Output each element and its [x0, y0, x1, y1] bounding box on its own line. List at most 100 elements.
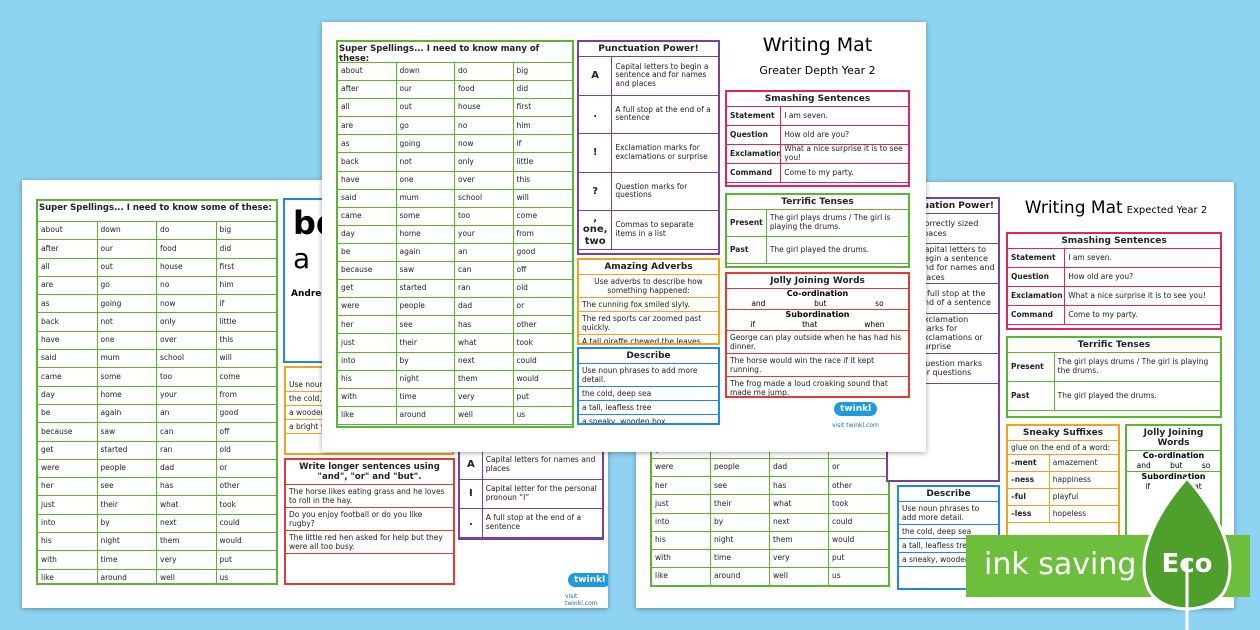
word-row: and but so: [1127, 460, 1220, 471]
table-cell: just: [652, 495, 711, 513]
text-line: the cold, deep sea: [579, 387, 718, 401]
table-cell: are: [338, 117, 397, 135]
text-line: the cold, deep sea: [899, 525, 998, 539]
table-cell: home: [98, 386, 157, 404]
table-cell: only: [157, 313, 217, 331]
table-cell: just: [338, 334, 397, 352]
table-cell: would: [832, 534, 855, 544]
table-cell: her: [652, 477, 711, 495]
table-cell: school: [157, 350, 217, 368]
table-row: just their what took: [38, 496, 276, 515]
table-cell: from: [516, 229, 534, 239]
text-line: George can play outside when he has had …: [727, 331, 908, 354]
table-cell: after: [38, 240, 98, 258]
mat-subtitle: Greater Depth Year 2: [759, 64, 876, 77]
table-cell: came: [38, 368, 98, 386]
table-cell: us: [516, 410, 526, 420]
table-cell: night: [98, 533, 157, 551]
table-cell: come: [219, 371, 241, 381]
table-cell: saw: [98, 423, 157, 441]
table-cell: What a nice surprise it is to see you!: [784, 145, 903, 162]
table-cell: have: [38, 331, 98, 350]
section-title: Super Spellings... I need to know some o…: [38, 201, 276, 222]
intro: Use noun phrases to add more detail.: [579, 364, 718, 387]
section-title: Terrific Tenses: [727, 195, 908, 210]
section-title: Write longer sentences using "and", "or"…: [286, 460, 453, 485]
section-title: Jolly Joining Words: [727, 274, 908, 289]
table-cell: no: [455, 117, 514, 135]
table-cell: could: [219, 518, 240, 528]
table-cell: their: [711, 495, 770, 513]
table-cell: could: [832, 516, 853, 526]
table-cell: The girl plays drums / The girl is playi…: [1057, 357, 1209, 375]
table-cell: !: [579, 134, 613, 172]
table-cell: do: [455, 63, 514, 81]
table-cell: them: [157, 533, 217, 551]
word-row: if that when: [727, 319, 908, 330]
spellings-box: Super Spellings... I need to know some o…: [36, 199, 278, 585]
table-cell: The girl played the drums.: [769, 244, 870, 254]
table-cell: –less: [1008, 506, 1050, 522]
table-cell: are: [38, 276, 98, 295]
table-cell: Commas to separate items in a list: [615, 220, 694, 238]
text-line: The horse would win the race if it kept …: [727, 354, 908, 377]
table-row: –ness happiness: [1008, 472, 1118, 489]
table-cell: like: [652, 567, 711, 585]
table-cell: has: [157, 478, 217, 496]
table-cell: her: [38, 478, 98, 496]
table-cell: if: [219, 298, 225, 308]
section-title: Smashing Sentences: [727, 92, 908, 107]
table-cell: Command: [727, 164, 782, 182]
table-cell: us: [219, 572, 229, 582]
table-cell: food: [157, 240, 217, 258]
section-title: Jolly Joining Words: [1127, 426, 1220, 451]
table-cell: dad: [157, 459, 217, 478]
table-cell: off: [516, 265, 527, 275]
table-row: I Capital letter for the personal pronoun…: [460, 480, 602, 509]
table-row: Present The girl plays drums / The girl i…: [1008, 353, 1220, 382]
table-cell: other: [516, 319, 537, 329]
table-cell: Question marks for questions: [919, 358, 983, 377]
table-row: –ment amazement: [1008, 455, 1118, 472]
badge-text: ink saving: [984, 547, 1137, 582]
table-cell: very: [157, 551, 217, 569]
table-cell: his: [338, 370, 397, 388]
table-row: Statement I am seven.: [727, 107, 908, 126]
section-title: Amazing Adverbs: [579, 260, 718, 275]
table-row: Exclamation What a nice surprise it is to…: [1008, 287, 1220, 306]
tenses-box: Terrific Tenses Present The girl plays dru…: [725, 193, 910, 268]
section-title: Describe: [899, 487, 998, 502]
table-cell: an: [455, 243, 514, 262]
table-cell: next: [455, 352, 514, 370]
table-cell: A: [579, 57, 613, 95]
table-cell: old: [516, 283, 528, 293]
table-cell: too: [157, 368, 217, 386]
table-cell: , one, two: [579, 211, 613, 249]
table-cell: I: [460, 480, 483, 508]
punctuation-box: A Capital letters for names and places I Ca…: [458, 438, 604, 540]
joining-word: when: [864, 320, 885, 329]
table-cell: people: [711, 459, 770, 477]
table-cell: one: [98, 331, 157, 350]
section-title: Sneaky Suffixes: [1008, 426, 1118, 441]
table-cell: house: [455, 99, 514, 117]
table-cell: what: [157, 496, 217, 514]
table-cell: How old are you?: [1068, 271, 1134, 281]
table-cell: did: [516, 84, 529, 94]
subheading: Subordination: [1127, 471, 1220, 481]
title-main: Writing Mat: [1024, 198, 1123, 218]
table-cell: Past: [1008, 382, 1055, 410]
table-cell: with: [338, 388, 397, 406]
table-cell: will: [219, 353, 232, 363]
table-cell: Exclamation: [727, 145, 782, 163]
table-cell: little: [219, 316, 237, 326]
table-cell: around: [98, 569, 157, 583]
